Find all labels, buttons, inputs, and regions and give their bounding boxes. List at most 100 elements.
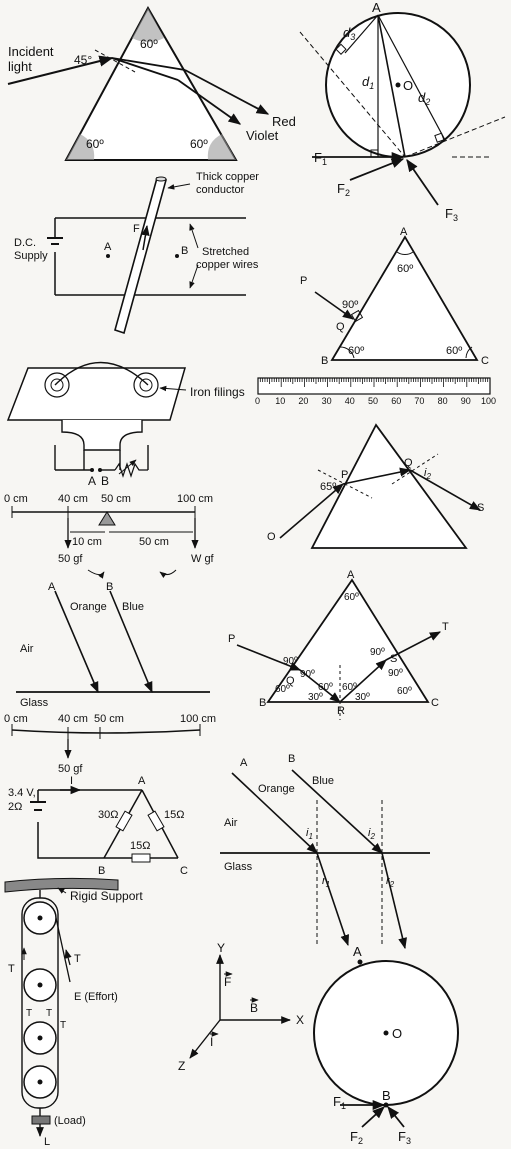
svg-text:T: T <box>74 953 81 965</box>
svg-text:T: T <box>26 1008 32 1019</box>
fulcrum <box>98 511 116 526</box>
svg-text:100 cm: 100 cm <box>180 713 216 725</box>
svg-text:Q: Q <box>286 675 295 687</box>
svg-text:90º: 90º <box>370 647 385 658</box>
red-emergent-ray <box>184 69 270 115</box>
vertex-c-label: C <box>481 355 489 367</box>
svg-text:(Load): (Load) <box>54 1115 86 1127</box>
svg-text:X: X <box>296 1013 304 1027</box>
ruler-label: 40 <box>345 396 355 406</box>
iron-filings-diagram: Iron filings A B <box>6 361 245 488</box>
svg-text:B: B <box>250 1001 258 1015</box>
ruler-label: 100 <box>481 396 496 406</box>
prism-triangle <box>64 5 238 161</box>
svg-text:A: A <box>347 569 355 581</box>
svg-text:T: T <box>46 1008 52 1019</box>
svg-text:Z: Z <box>178 1059 185 1073</box>
prism-pqs-diagram: P Q S O 65º i2 <box>267 423 484 549</box>
d2-line <box>377 14 446 141</box>
svg-text:30º: 30º <box>355 692 370 703</box>
thick-label: Thick copper <box>196 171 259 183</box>
svg-text:3.4 V,: 3.4 V, <box>8 787 36 799</box>
svg-text:40 cm: 40 cm <box>58 493 88 505</box>
point-o-label: O <box>267 531 276 543</box>
svg-text:F: F <box>224 975 231 989</box>
f2-extension <box>299 31 406 158</box>
svg-text:0 cm: 0 cm <box>4 713 28 725</box>
circuit-diagram: 3.4 V, 2Ω I A B C 30Ω 15Ω 15Ω <box>8 775 188 877</box>
bent-rod <box>11 729 201 734</box>
refracted-violet-inside <box>111 57 179 81</box>
pulley-diagram: Rigid Support T T T T T E (Effort) (Load… <box>4 877 143 1148</box>
terminal-b-label: B <box>101 474 109 488</box>
light-label: light <box>8 59 32 74</box>
diameter-line <box>377 14 406 158</box>
svg-text:A: A <box>48 581 56 593</box>
svg-text:50 cm: 50 cm <box>139 536 169 548</box>
svg-text:F2: F2 <box>337 181 350 198</box>
svg-text:2Ω: 2Ω <box>8 801 22 813</box>
violet-label: Violet <box>246 128 279 143</box>
point-a-label: A <box>372 0 381 15</box>
svg-text:I: I <box>70 775 73 787</box>
terminal-a-label: A <box>88 474 96 488</box>
incident-ray <box>314 291 354 320</box>
apex-angle-label: 60º <box>397 263 413 275</box>
svg-text:Air: Air <box>20 643 34 655</box>
svg-text:A: A <box>240 757 248 769</box>
svg-text:Rigid Support: Rigid Support <box>70 889 143 903</box>
blue-ray <box>109 590 153 694</box>
orange-ray <box>54 590 99 694</box>
svg-text:F2: F2 <box>350 1129 363 1146</box>
incidence-angle-label: 45° <box>74 53 92 67</box>
svg-text:50 cm: 50 cm <box>101 493 131 505</box>
svg-text:E (Effort): E (Effort) <box>74 991 118 1003</box>
d3-line <box>344 14 379 54</box>
copper-rod <box>114 177 167 335</box>
lever-bottom-diagram: 0 cm 40 cm 50 cm 100 cm 50 gf <box>4 713 216 775</box>
svg-text:Air: Air <box>224 817 238 829</box>
angle-65-label: 65º <box>320 481 336 493</box>
svg-text:d3: d3 <box>343 25 355 42</box>
point-b-label: B <box>181 245 188 257</box>
f3-extension <box>404 116 506 158</box>
svg-text:60º: 60º <box>275 684 290 695</box>
svg-text:d1: d1 <box>362 74 374 91</box>
ruler-label: 60 <box>391 396 401 406</box>
svg-text:90º: 90º <box>388 668 403 679</box>
left-angle-label: 60º <box>348 345 364 357</box>
incident-ray <box>7 55 114 85</box>
svg-text:15Ω: 15Ω <box>130 840 150 852</box>
ruler-label: 50 <box>368 396 378 406</box>
refraction-bottom-diagram: A B Orange Blue Air Glass i1 i2 r1 r2 <box>220 753 430 950</box>
prism-dispersion-diagram: Incident light 45° 60º 60º 60º Red Viole… <box>7 5 296 161</box>
svg-text:40 cm: 40 cm <box>58 713 88 725</box>
svg-text:50 gf: 50 gf <box>58 763 83 775</box>
svg-text:T: T <box>60 1020 66 1031</box>
supply-label: Supply <box>14 250 48 262</box>
svg-text:50 gf: 50 gf <box>58 553 83 565</box>
point-s-label: S <box>477 502 484 514</box>
svg-text:B: B <box>106 581 113 593</box>
right-base-shade <box>207 134 236 160</box>
svg-text:B: B <box>98 865 105 877</box>
ruler-label: 70 <box>414 396 424 406</box>
svg-text:50 cm: 50 cm <box>94 713 124 725</box>
svg-text:Orange: Orange <box>258 783 295 795</box>
svg-text:F1: F1 <box>333 1094 346 1111</box>
incident-ray <box>279 483 344 539</box>
point-p-label: P <box>341 469 348 481</box>
svg-text:B: B <box>288 753 295 765</box>
svg-text:F1: F1 <box>314 150 327 167</box>
force-arrow <box>141 224 150 251</box>
svg-text:F3: F3 <box>445 206 458 223</box>
svg-text:F3: F3 <box>398 1129 411 1146</box>
svg-text:15Ω: 15Ω <box>164 809 184 821</box>
svg-text:A: A <box>138 775 146 787</box>
axes-diagram: Y X Z F B I <box>178 941 304 1073</box>
f3-arrow <box>406 158 439 206</box>
conductor-diagram: Thick copper conductor D.C. Supply A B F… <box>14 171 259 335</box>
vertex-b-label: B <box>321 355 328 367</box>
svg-text:30º: 30º <box>308 692 323 703</box>
